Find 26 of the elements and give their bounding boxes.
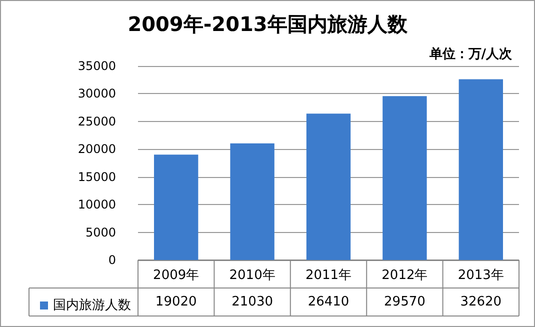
chart-title: 2009年-2013年国内旅游人数 [128,12,408,36]
y-tick-label: 15000 [78,170,116,184]
x-tick-label: 2013年 [458,268,504,283]
bar [230,143,274,260]
chart-subtitle: 单位：万/人次 [428,46,513,62]
y-tick-label: 30000 [78,86,116,101]
x-tick-label: 2009年 [153,268,200,283]
bar [382,96,427,260]
y-tick-label: 10000 [78,198,116,212]
data-label: 29570 [384,294,426,310]
y-tick-label: 0 [108,253,116,267]
data-label: 19020 [155,294,197,310]
bar [458,79,503,260]
bar [306,114,351,260]
bar [154,154,198,260]
y-tick-label: 20000 [78,142,116,156]
x-tick-label: 2012年 [382,268,428,283]
data-label: 21030 [232,294,273,310]
data-label: 26410 [308,294,350,310]
x-tick-label: 2011年 [305,268,352,283]
data-label: 32620 [460,294,502,310]
y-tick-label: 35000 [78,59,116,73]
y-tick-label: 5000 [85,225,116,240]
y-tick-label: 25000 [78,114,116,128]
legend-label: 国内旅游人数 [53,298,131,313]
x-tick-label: 2010年 [229,268,276,283]
